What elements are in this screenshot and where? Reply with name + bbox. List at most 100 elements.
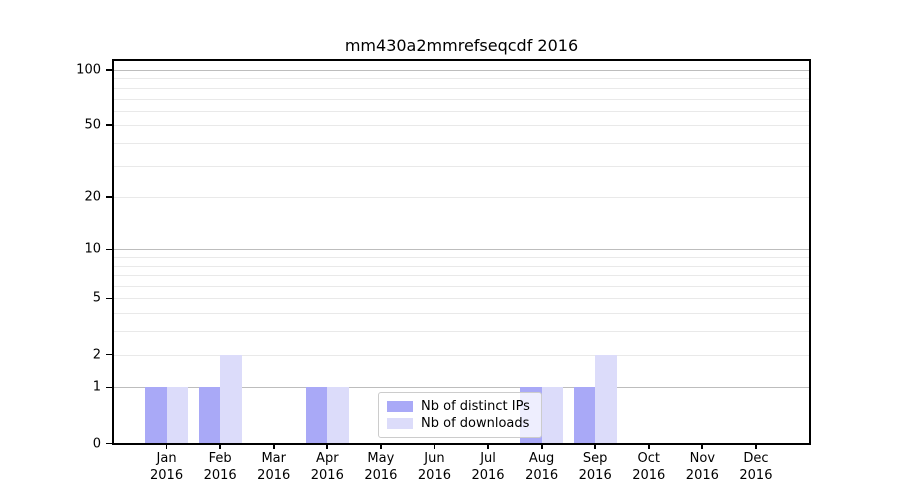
bar-downloads-aug	[541, 387, 564, 444]
x-tick-month: Jun	[424, 451, 445, 466]
y-axis-tick-label: 50	[84, 117, 101, 133]
y-axis-tick-label: 0	[92, 436, 101, 451]
x-tick-mark	[433, 443, 436, 449]
bar-downloads-apr	[327, 387, 349, 444]
x-tick-month: Apr	[316, 451, 339, 466]
x-tick-year: 2016	[364, 467, 398, 483]
gridline-major	[113, 387, 810, 389]
x-axis-tick-label: Dec 2016	[711, 451, 801, 484]
gridline-minor	[113, 298, 810, 300]
x-tick-year: 2016	[685, 467, 719, 483]
y-axis-tick-label: 5	[92, 290, 101, 306]
gridline-minor	[113, 265, 810, 267]
x-tick-mark	[487, 443, 489, 449]
gridline-minor	[113, 165, 810, 167]
bar-distinct-ips-sep	[573, 387, 596, 444]
x-tick-month: Aug	[528, 451, 555, 466]
x-tick-mark	[326, 443, 329, 449]
x-tick-year: 2016	[257, 467, 291, 483]
x-tick-year: 2016	[310, 467, 344, 483]
gridline-minor	[113, 125, 810, 127]
x-tick-month: Dec	[743, 451, 769, 466]
x-tick-year: 2016	[525, 467, 559, 483]
y-tick-mark	[106, 69, 113, 71]
y-tick-mark	[106, 442, 113, 445]
x-tick-mark	[272, 443, 275, 449]
x-axis-tick-label: Jan 2016	[122, 451, 212, 484]
gridline-minor	[113, 87, 810, 89]
chart-title: mm430a2mmrefseqcdf 2016	[344, 36, 579, 55]
y-axis-tick-label: 2	[92, 347, 101, 363]
x-tick-month: Jul	[480, 451, 496, 466]
legend-entry-downloads: Nb of downloads	[387, 416, 533, 431]
bar-distinct-ips-feb	[198, 387, 221, 444]
x-tick-month: Feb	[208, 451, 232, 466]
gridline-major	[113, 70, 810, 71]
x-axis-tick-label: Mar 2016	[229, 451, 319, 484]
x-tick-mark	[540, 443, 543, 449]
gridline-minor	[113, 257, 810, 259]
gridline-minor	[113, 286, 810, 288]
x-tick-mark	[594, 443, 597, 449]
x-tick-month: Nov	[689, 451, 716, 466]
x-axis-tick-label: Apr 2016	[282, 451, 372, 484]
gridline-minor	[113, 331, 810, 333]
bar-distinct-ips-apr	[305, 387, 328, 444]
gridline-minor	[113, 197, 810, 199]
x-tick-year: 2016	[578, 467, 612, 483]
x-axis-tick-label: Jun 2016	[389, 451, 479, 484]
y-tick-mark	[106, 248, 113, 251]
gridline-minor	[113, 78, 810, 80]
x-tick-year: 2016	[632, 467, 666, 483]
x-tick-month: Sep	[582, 451, 608, 466]
gridline-minor	[113, 98, 810, 100]
x-tick-mark	[755, 443, 757, 449]
x-axis-tick-label: Sep 2016	[550, 451, 640, 484]
legend-swatch-downloads-icon	[387, 417, 413, 429]
x-tick-year: 2016	[471, 467, 505, 483]
x-tick-month: Mar	[261, 451, 286, 466]
gridline-minor	[113, 354, 810, 356]
x-axis-tick-label: May 2016	[336, 451, 426, 484]
x-axis-tick-label: Nov 2016	[657, 451, 747, 484]
x-tick-mark	[219, 443, 222, 449]
y-axis-tick-label: 20	[84, 189, 101, 205]
plot-area	[113, 60, 810, 444]
x-tick-month: May	[367, 451, 395, 466]
gridline-minor	[113, 313, 810, 315]
x-tick-month: Jan	[156, 451, 177, 466]
x-axis-tick-label: Oct 2016	[604, 451, 694, 484]
y-tick-mark	[106, 297, 113, 300]
x-axis-tick-label: Aug 2016	[497, 451, 587, 484]
x-tick-year: 2016	[739, 467, 773, 483]
bar-downloads-feb	[220, 354, 242, 444]
bar-downloads-jan	[166, 387, 189, 444]
bar-downloads-sep	[595, 354, 617, 444]
legend-entry-distinct-ips: Nb of distinct IPs	[387, 399, 533, 414]
x-axis-tick-label: Feb 2016	[175, 451, 265, 484]
x-tick-year: 2016	[417, 467, 451, 483]
y-tick-mark	[106, 196, 113, 198]
x-tick-year: 2016	[203, 467, 237, 483]
bar-distinct-ips-jan	[145, 387, 167, 444]
gridline-minor	[113, 275, 810, 277]
y-tick-mark	[106, 353, 113, 356]
y-axis-tick-label: 100	[76, 62, 101, 78]
x-tick-mark	[165, 443, 168, 449]
y-tick-mark	[106, 124, 113, 127]
x-axis-tick-label: Jul 2016	[443, 451, 533, 484]
y-axis-tick-label: 1	[92, 379, 101, 395]
legend-label-distinct-ips: Nb of distinct IPs	[421, 398, 530, 414]
gridline-minor	[113, 110, 810, 112]
gridline-minor	[113, 142, 810, 144]
gridline-major	[113, 249, 810, 251]
x-tick-mark	[647, 443, 650, 449]
y-axis-tick-label: 10	[84, 241, 101, 257]
x-tick-year: 2016	[150, 467, 184, 483]
x-tick-mark	[379, 443, 382, 449]
legend-swatch-distinct-ips-icon	[387, 400, 413, 412]
legend: Nb of distinct IPs Nb of downloads	[378, 391, 542, 438]
legend-label-downloads: Nb of downloads	[421, 415, 530, 431]
x-tick-mark	[701, 443, 704, 449]
